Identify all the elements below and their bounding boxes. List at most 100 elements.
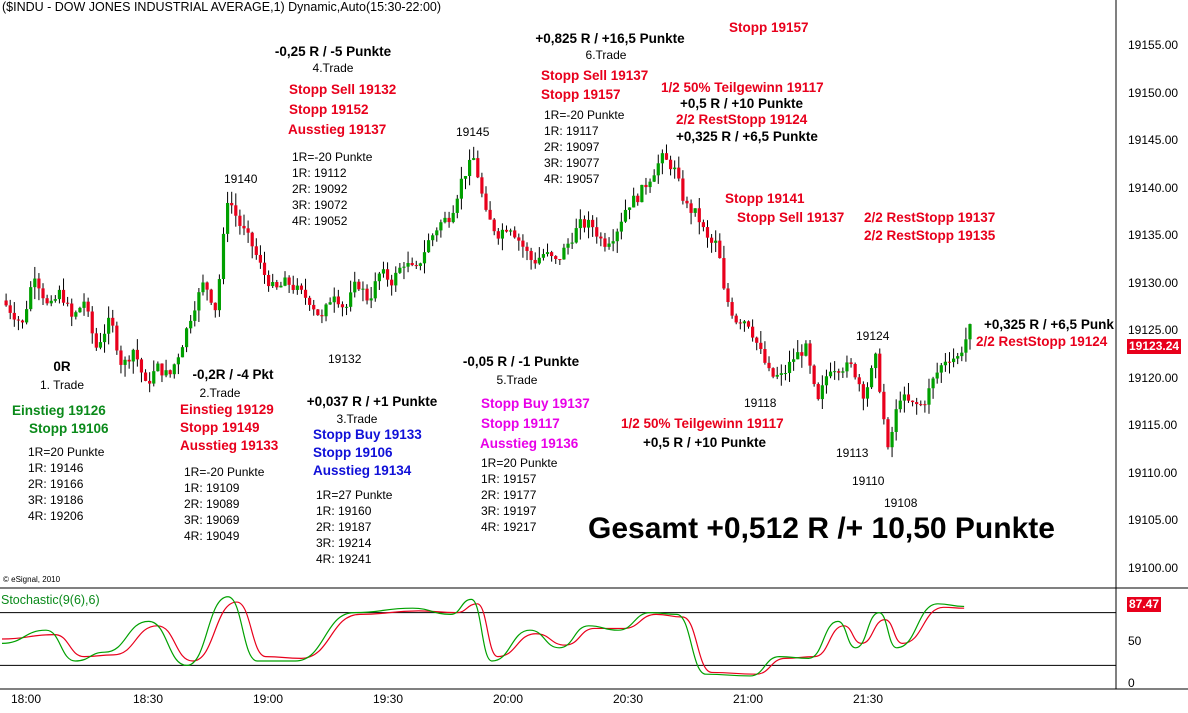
chart-frame bbox=[0, 0, 1188, 690]
candle-body bbox=[336, 296, 340, 305]
y-tick: 19140.00 bbox=[1128, 181, 1179, 195]
candle-body bbox=[53, 299, 57, 301]
candle-body bbox=[340, 304, 345, 308]
r-line: 4R: 19206 bbox=[28, 509, 84, 523]
entry-line: Stopp Sell 19137 bbox=[541, 68, 649, 83]
r-line: 4R: 19241 bbox=[316, 552, 372, 566]
exit-line: Ausstieg 19133 bbox=[180, 438, 279, 453]
candle-body bbox=[107, 317, 111, 334]
candle-body bbox=[705, 227, 710, 238]
r-line: 1R=20 Punkte bbox=[481, 456, 558, 470]
partial-profit-result: +0,5 R / +10 Punkte bbox=[680, 96, 804, 111]
trade-number: 2.Trade bbox=[199, 386, 241, 400]
price-label: 19118 bbox=[744, 396, 777, 410]
trade-result: +0,825 R / +16,5 Punkte bbox=[535, 31, 685, 46]
candle-body bbox=[217, 279, 221, 311]
candle-body bbox=[303, 289, 308, 298]
entry-line: Stopp Buy 19137 bbox=[481, 396, 590, 411]
stop-line: Stopp 19106 bbox=[313, 445, 393, 460]
trade-number: 1. Trade bbox=[39, 378, 85, 392]
trade-5-targets: 1R=20 Punkte 1R: 19157 2R: 19177 3R: 191… bbox=[481, 455, 557, 535]
candle-body bbox=[513, 230, 517, 238]
candle-body bbox=[619, 221, 623, 232]
candle-body bbox=[197, 292, 201, 311]
trade-3-targets: 1R=27 Punkte 1R: 19160 2R: 19187 3R: 192… bbox=[316, 487, 392, 567]
candle-body bbox=[816, 384, 820, 400]
candle-body bbox=[283, 277, 287, 286]
candle-body bbox=[381, 269, 386, 274]
candle-body bbox=[480, 177, 484, 194]
candle-body bbox=[496, 231, 500, 239]
candle-body bbox=[476, 158, 480, 178]
candle-body bbox=[947, 361, 952, 363]
candle-body bbox=[792, 359, 796, 362]
stochastic-value-tag: 87.47 bbox=[1127, 597, 1162, 612]
candle-body bbox=[451, 212, 455, 223]
trade-5-header: -0,05 R / -1 Punkte 5.Trade bbox=[456, 353, 586, 389]
stop-annotation: Stopp 19141 bbox=[725, 191, 805, 206]
trade-result: -0,05 R / -1 Punkte bbox=[462, 354, 580, 369]
candle-body bbox=[845, 362, 849, 372]
candlestick-series bbox=[4, 144, 972, 458]
candle-body bbox=[213, 302, 217, 311]
price-label: 19140 bbox=[224, 172, 258, 186]
candle-body bbox=[82, 301, 86, 308]
r-line: 2R: 19187 bbox=[316, 520, 372, 534]
candle-body bbox=[894, 409, 898, 432]
candle-body bbox=[148, 380, 152, 384]
candle-body bbox=[312, 304, 316, 310]
candle-body bbox=[939, 365, 943, 373]
candle-body bbox=[689, 203, 693, 213]
candle-body bbox=[201, 282, 205, 293]
candle-body bbox=[115, 325, 119, 351]
x-tick: 18:00 bbox=[11, 692, 42, 706]
candle-body bbox=[767, 362, 771, 369]
candle-body bbox=[718, 240, 722, 259]
trade-6-entry: Stopp Sell 19137 Stopp 19157 bbox=[541, 66, 648, 104]
candle-body bbox=[49, 300, 53, 304]
candle-body bbox=[250, 232, 254, 247]
r-line: 3R: 19069 bbox=[184, 513, 240, 527]
candle-body bbox=[685, 200, 689, 204]
candle-body bbox=[841, 371, 845, 373]
candle-body bbox=[390, 279, 394, 286]
candle-body bbox=[406, 263, 410, 267]
candle-body bbox=[837, 371, 841, 373]
candle-body bbox=[656, 163, 660, 176]
candle-body bbox=[435, 230, 439, 236]
candle-body bbox=[951, 358, 956, 363]
trade-number: 4.Trade bbox=[312, 61, 354, 75]
candle-body bbox=[385, 269, 390, 280]
candle-body bbox=[410, 263, 414, 266]
r-line: 4R: 19057 bbox=[544, 172, 600, 186]
candle-body bbox=[673, 167, 677, 170]
r-line: 2R: 19166 bbox=[28, 477, 84, 491]
candle-body bbox=[742, 321, 747, 324]
rest-result-right: +0,325 R / +6,5 Punkte bbox=[984, 317, 1114, 332]
rest-stop-line: 2/2 RestStopp 19135 bbox=[864, 228, 996, 243]
candle-body bbox=[472, 158, 476, 160]
candle-body bbox=[357, 281, 361, 290]
r-line: 1R: 19160 bbox=[316, 504, 372, 518]
candle-body bbox=[365, 288, 369, 301]
last-price-tag: 19123.24 bbox=[1127, 339, 1182, 354]
candle-body bbox=[623, 209, 628, 222]
candle-body bbox=[550, 252, 554, 257]
candle-body bbox=[804, 343, 808, 356]
candle-body bbox=[299, 285, 304, 290]
candle-body bbox=[66, 302, 70, 304]
candle-body bbox=[4, 300, 8, 306]
candle-body bbox=[648, 181, 652, 188]
candle-body bbox=[738, 322, 742, 324]
stop-line: Stopp 19117 bbox=[481, 416, 560, 431]
candle-body bbox=[180, 347, 185, 358]
trade-4-entry: Stopp Sell 19132 Stopp 19152 Ausstieg 19… bbox=[288, 80, 396, 140]
x-tick: 20:30 bbox=[613, 692, 644, 706]
candle-body bbox=[193, 310, 197, 321]
partial-profit-annotation: 1/2 50% Teilgewinn 19117 bbox=[621, 416, 784, 431]
candle-body bbox=[902, 394, 906, 401]
trade-4-targets: 1R=-20 Punkte 1R: 19112 2R: 19092 3R: 19… bbox=[292, 149, 372, 229]
candle-body bbox=[176, 357, 180, 365]
candle-body bbox=[627, 207, 632, 210]
r-line: 2R: 19097 bbox=[544, 140, 600, 154]
